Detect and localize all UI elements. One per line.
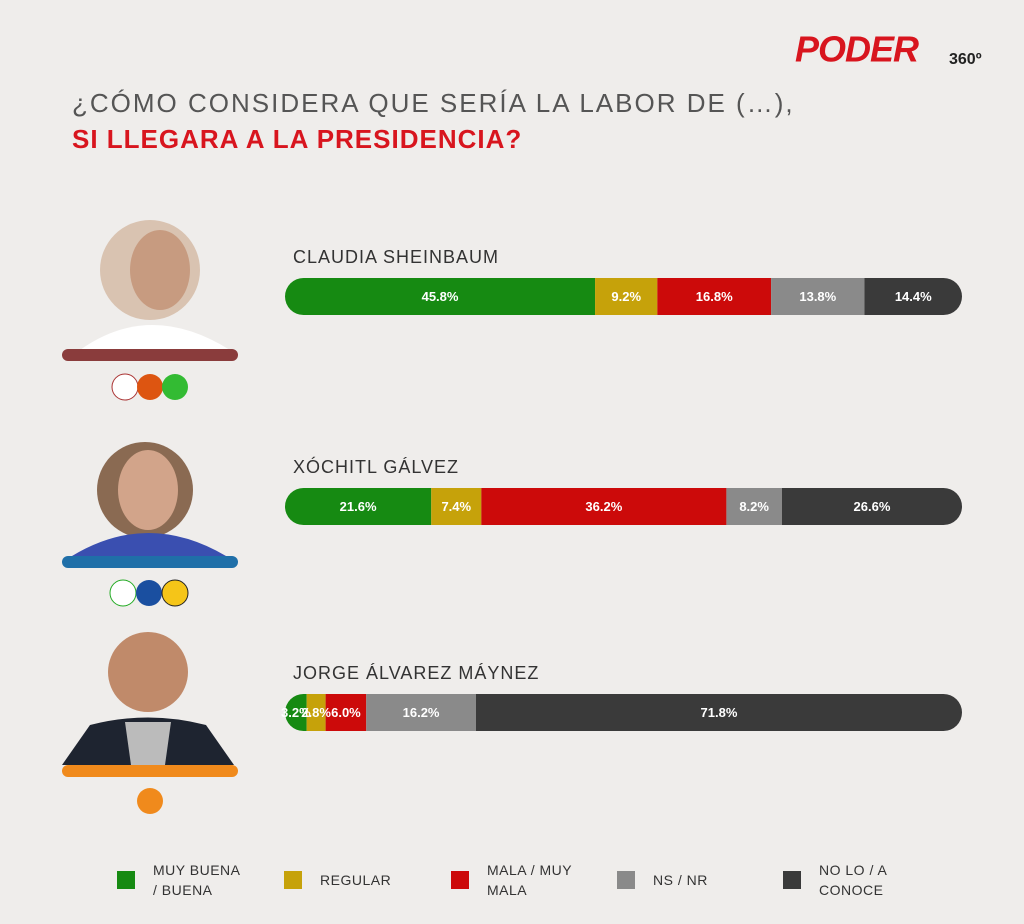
legend-label: MUY BUENA / BUENA [153,862,240,898]
portrait [62,442,238,607]
value-label: 71.8% [701,705,738,720]
legend-label: NS / NR [653,872,708,888]
bar-segment [285,278,596,315]
bar-segment [285,488,432,525]
bar-segment [306,694,326,731]
portrait [62,220,238,401]
value-label: 45.8% [422,289,459,304]
legend-swatch [284,871,302,889]
bar-segment [475,694,962,731]
bar-segment [366,694,476,731]
category-label: CLAUDIA SHEINBAUM [293,247,499,267]
portrait [62,632,238,814]
bar-segment [285,694,307,731]
legend-label: REGULAR [320,872,392,888]
legend-swatch [117,871,135,889]
bar-row [285,488,962,525]
value-label: 13.8% [799,289,836,304]
legend-label: NO LO / A CONOCE [819,862,887,898]
bar-segment [325,694,367,731]
value-label: 6.0% [331,705,361,720]
legend-swatch [617,871,635,889]
chart-subtitle: SI LLEGARA A LA PRESIDENCIA? [72,124,522,154]
bar-segment [657,278,772,315]
value-label: 21.6% [340,499,377,514]
legend-swatch [451,871,469,889]
brand: PODER [795,29,919,70]
legend-label: MALA / MUY MALA [487,862,572,898]
legend-swatch [783,871,801,889]
category-label: JORGE ÁLVAREZ MÁYNEZ [293,663,539,683]
brand-suffix: 360º [949,51,982,68]
value-label: 2.8% [301,705,331,720]
value-label: 3.2% [281,705,311,720]
value-label: 14.4% [895,289,932,304]
bar-row [285,278,962,315]
value-label: 26.6% [854,499,891,514]
value-label: 16.8% [696,289,733,304]
bar-segment [781,488,962,525]
bar-segment [864,278,962,315]
bar-segment [726,488,782,525]
bar-segment [771,278,865,315]
bar-segment [481,488,727,525]
bar-segment [431,488,482,525]
bar-segment [595,278,658,315]
category-label: XÓCHITL GÁLVEZ [293,456,459,477]
value-label: 7.4% [441,499,471,514]
value-label: 9.2% [611,289,641,304]
value-label: 36.2% [585,499,622,514]
chart-title: ¿CÓMO CONSIDERA QUE SERÍA LA LABOR DE (…… [72,88,795,118]
bar-row [285,694,962,731]
value-label: 8.2% [739,499,769,514]
value-label: 16.2% [403,705,440,720]
